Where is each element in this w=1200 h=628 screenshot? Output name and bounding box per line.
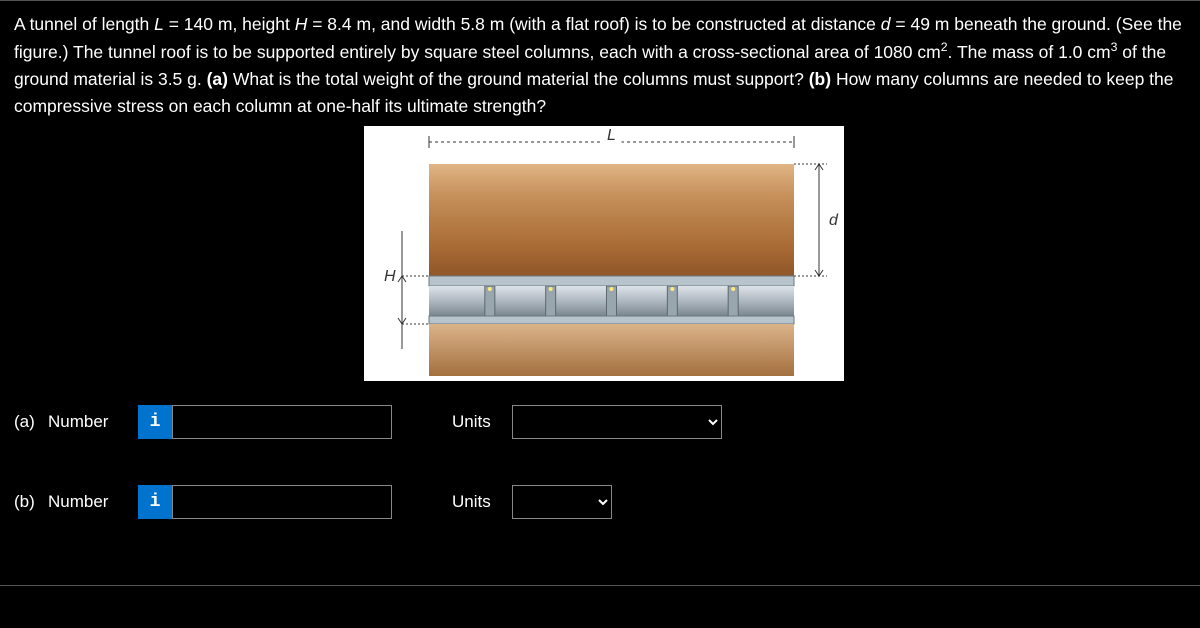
number-label-b: Number: [48, 492, 138, 512]
tunnel-figure: L Hd: [364, 126, 844, 381]
svg-text:H: H: [384, 268, 396, 285]
svg-text:L: L: [607, 127, 616, 144]
number-input-b[interactable]: [172, 485, 392, 519]
units-label-b: Units: [452, 492, 512, 512]
number-input-a[interactable]: [172, 405, 392, 439]
part-label-b: (b): [14, 492, 48, 512]
part-label-a: (a): [14, 412, 48, 432]
svg-text:d: d: [829, 212, 839, 229]
units-select-b[interactable]: [512, 485, 612, 519]
info-icon[interactable]: i: [138, 405, 172, 439]
units-select-a[interactable]: [512, 405, 722, 439]
problem-text: A tunnel of length L = 140 m, height H =…: [14, 11, 1194, 120]
answer-row-a: (a) Number i Units: [14, 405, 1194, 439]
info-icon[interactable]: i: [138, 485, 172, 519]
units-label-a: Units: [452, 412, 512, 432]
answer-row-b: (b) Number i Units: [14, 485, 1194, 519]
number-label-a: Number: [48, 412, 138, 432]
